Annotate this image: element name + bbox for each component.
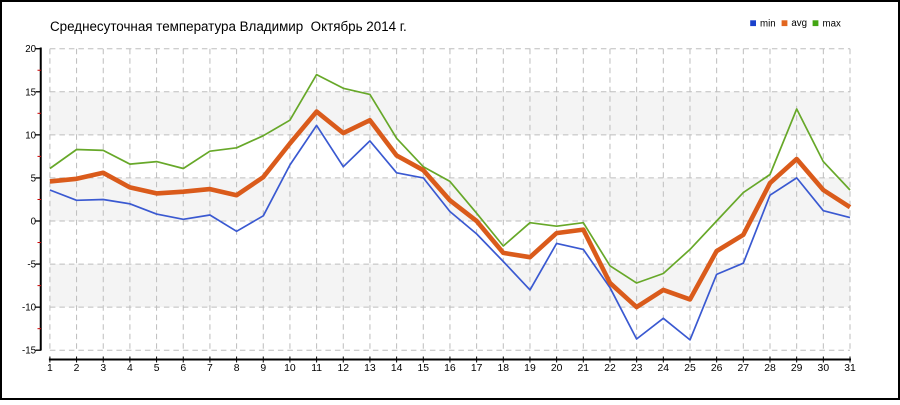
svg-text:0: 0 [31,217,37,228]
svg-text:20: 20 [551,363,563,374]
svg-text:12: 12 [337,363,349,374]
svg-text:15: 15 [25,87,36,98]
svg-text:min: min [760,19,776,30]
svg-text:5: 5 [154,363,160,374]
svg-text:1: 1 [47,363,53,374]
svg-text:15: 15 [417,363,429,374]
svg-text:26: 26 [711,363,723,374]
svg-text:18: 18 [498,363,510,374]
svg-text:7: 7 [207,363,213,374]
svg-text:16: 16 [444,363,456,374]
svg-text:23: 23 [631,363,643,374]
svg-text:17: 17 [471,363,483,374]
svg-text:20: 20 [25,44,36,55]
svg-text:14: 14 [391,363,403,374]
svg-text:-5: -5 [27,260,36,271]
svg-text:2: 2 [74,363,80,374]
svg-text:11: 11 [311,363,322,374]
svg-text:3: 3 [100,363,106,374]
svg-text:-10: -10 [22,303,37,314]
svg-text:30: 30 [818,363,830,374]
svg-text:24: 24 [658,363,670,374]
svg-text:6: 6 [180,363,186,374]
svg-text:28: 28 [764,363,776,374]
svg-text:10: 10 [284,363,296,374]
svg-text:22: 22 [604,363,616,374]
svg-text:25: 25 [684,363,696,374]
svg-text:21: 21 [578,363,590,374]
svg-text:29: 29 [791,363,803,374]
svg-text:31: 31 [844,363,856,374]
svg-text:Среднесуточная температура Вла: Среднесуточная температура Владимир Октя… [50,19,407,34]
svg-text:max: max [823,19,841,30]
svg-text:avg: avg [791,18,807,29]
svg-text:10: 10 [25,130,36,141]
svg-text:8: 8 [234,363,240,374]
svg-text:9: 9 [260,363,266,374]
svg-text:27: 27 [738,363,750,374]
svg-text:-15: -15 [22,346,36,357]
svg-text:5: 5 [31,173,36,184]
svg-text:4: 4 [127,363,133,374]
svg-text:19: 19 [524,363,536,374]
svg-text:13: 13 [364,363,376,374]
